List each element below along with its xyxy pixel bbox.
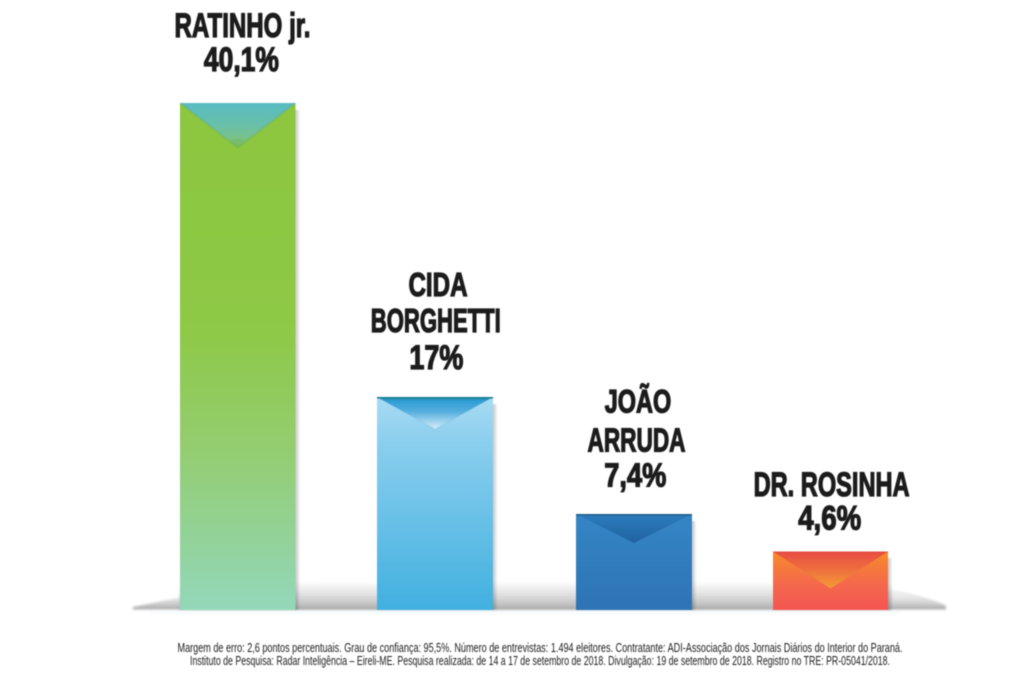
svg-text:DR. ROSINHA: DR. ROSINHA xyxy=(754,466,910,504)
svg-text:7,4%: 7,4% xyxy=(604,458,666,495)
svg-text:40,1%: 40,1% xyxy=(204,41,279,79)
svg-text:BORGHETTI: BORGHETTI xyxy=(371,302,501,339)
svg-text:CIDA: CIDA xyxy=(409,267,468,304)
svg-text:4,6%: 4,6% xyxy=(798,500,861,538)
svg-text:17%: 17% xyxy=(409,339,463,377)
svg-text:JOÃO: JOÃO xyxy=(605,383,672,420)
svg-text:Margem de erro: 2,6 pontos per: Margem de erro: 2,6 pontos percentuais. … xyxy=(178,640,903,655)
svg-text:RATINHO jr.: RATINHO jr. xyxy=(175,7,311,45)
svg-text:ARRUDA: ARRUDA xyxy=(588,423,686,460)
svg-text:Instituto de Pesquisa: Radar I: Instituto de Pesquisa: Radar Inteligênci… xyxy=(190,653,890,668)
